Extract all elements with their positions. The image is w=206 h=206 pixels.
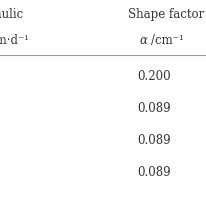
Text: cm·d⁻¹: cm·d⁻¹ (0, 34, 30, 47)
Text: α: α (139, 34, 147, 47)
Text: 0.200: 0.200 (137, 70, 171, 83)
Text: 0.089: 0.089 (137, 102, 171, 115)
Text: raulic: raulic (0, 8, 24, 21)
Text: 0.089: 0.089 (137, 134, 171, 147)
Text: 0.089: 0.089 (137, 166, 171, 179)
Text: Shape factor: Shape factor (128, 8, 204, 21)
Text: /cm⁻¹: /cm⁻¹ (151, 34, 184, 47)
